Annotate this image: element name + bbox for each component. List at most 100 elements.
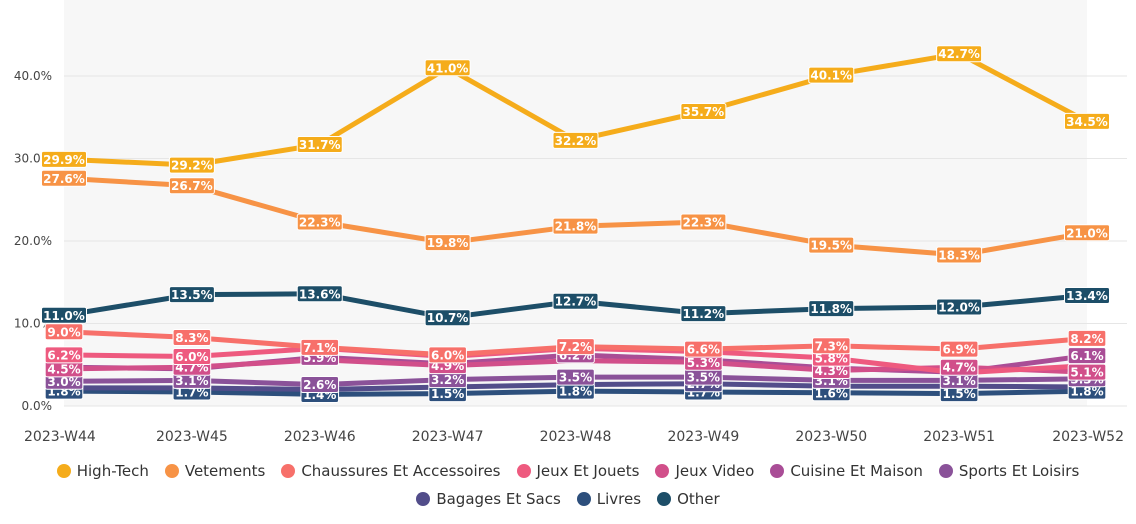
data-label: 3.5% <box>556 368 595 386</box>
data-label-text: 12.7% <box>555 295 597 309</box>
data-label-box <box>811 337 851 355</box>
x-axis-ticks: 2023-W44 2023-W45 2023-W46 2023-W47 2023-W48… <box>24 429 1124 445</box>
data-label-box <box>680 305 727 323</box>
data-label: 8.2% <box>1067 329 1107 347</box>
x-tick-label: 2023-W46 <box>284 429 356 445</box>
data-label-text: 1.8% <box>1070 385 1103 399</box>
data-label-box <box>296 285 343 303</box>
data-label-text: 7.3% <box>815 339 848 353</box>
data-label-box <box>172 329 212 347</box>
data-label: 6.6% <box>684 340 723 358</box>
legend-swatch <box>576 492 591 506</box>
data-label-box <box>936 246 983 264</box>
data-label: 3.1% <box>172 371 212 389</box>
data-label-box <box>680 102 727 120</box>
legend-label: Livres <box>596 490 642 508</box>
data-label-text: 22.3% <box>299 216 341 230</box>
legend-item[interactable]: Vetements <box>164 462 265 480</box>
data-label-text: 27.6% <box>43 172 85 186</box>
data-label-box <box>939 358 979 376</box>
data-label-text: 3.1% <box>175 374 208 388</box>
data-label-text: 34.5% <box>1066 115 1108 129</box>
legend-item[interactable]: Bagages Et Sacs <box>416 490 561 508</box>
data-label-box <box>680 213 727 231</box>
legend-swatch <box>938 464 953 478</box>
legend-label: Jeux Video <box>675 462 755 480</box>
data-label-text: 13.5% <box>171 288 213 302</box>
data-label-text: 6.9% <box>942 343 975 357</box>
data-label: 8.3% <box>172 329 212 347</box>
data-label-text: 18.3% <box>938 249 980 263</box>
data-label-text: 3.1% <box>942 374 975 388</box>
data-label: 12.0% <box>936 298 983 316</box>
data-label: 29.2% <box>168 156 215 174</box>
data-label: 26.7% <box>168 177 215 195</box>
data-label-text: 40.1% <box>810 69 852 83</box>
legend-item[interactable]: High-Tech <box>56 462 149 480</box>
x-tick-label: 2023-W49 <box>667 429 739 445</box>
data-label-box <box>424 59 471 77</box>
legend-item[interactable]: Cuisine Et Maison <box>770 462 923 480</box>
data-label-box <box>556 368 595 386</box>
data-label: 6.1% <box>1067 347 1107 365</box>
data-label: 13.6% <box>296 285 343 303</box>
data-label: 7.1% <box>300 338 340 356</box>
data-label: 13.4% <box>1064 286 1110 304</box>
legend-item[interactable]: Livres <box>576 490 642 508</box>
data-label-text: 4.7% <box>942 361 975 375</box>
data-label-text: 19.5% <box>810 239 852 253</box>
data-label-text: 9.0% <box>47 325 80 339</box>
data-label-text: 22.3% <box>683 216 725 230</box>
data-label: 7.2% <box>556 338 595 356</box>
data-label-text: 8.2% <box>1070 332 1103 346</box>
data-label: 10.7% <box>424 309 471 327</box>
data-label-text: 5.3% <box>687 356 720 370</box>
data-label-text: 35.7% <box>683 105 725 119</box>
legend-swatch <box>164 464 179 478</box>
legend-item[interactable]: Jeux Et Jouets <box>516 462 639 480</box>
x-tick-label: 2023-W50 <box>795 429 867 445</box>
y-tick-label: 40.0% <box>14 69 52 83</box>
data-label-text: 6.0% <box>431 348 464 362</box>
legend-label: Other <box>677 490 720 508</box>
data-label-box <box>424 234 471 252</box>
legend-item[interactable]: Jeux Video <box>655 462 754 480</box>
data-label-text: 13.4% <box>1066 289 1108 303</box>
data-label-text: 13.6% <box>299 287 341 301</box>
data-label-text: 6.2% <box>47 348 80 362</box>
data-label-text: 1.5% <box>942 387 975 401</box>
data-label-box <box>41 150 87 168</box>
data-label-text: 19.8% <box>427 236 469 250</box>
data-label: 19.5% <box>808 236 855 254</box>
data-label: 19.8% <box>424 234 471 252</box>
data-label-box <box>300 338 340 356</box>
data-label: 42.7% <box>936 45 983 63</box>
data-label: 1.5% <box>939 385 979 403</box>
data-label: 7.3% <box>811 337 851 355</box>
data-label: 2.6% <box>300 376 340 394</box>
data-label-box <box>168 177 215 195</box>
data-label-box <box>41 169 87 187</box>
data-label-text: 11.8% <box>810 302 852 316</box>
data-label-box <box>808 236 855 254</box>
data-label-text: 26.7% <box>171 179 213 193</box>
legend-label: Cuisine Et Maison <box>790 462 923 480</box>
data-label-text: 5.1% <box>1070 366 1103 380</box>
data-label-text: 31.7% <box>299 138 341 152</box>
legend-item[interactable]: Sports Et Loisirs <box>938 462 1080 480</box>
legend-label: Sports Et Loisirs <box>958 462 1080 480</box>
data-label-box <box>168 286 215 304</box>
data-label: 34.5% <box>1064 112 1110 130</box>
data-label: 13.5% <box>168 286 215 304</box>
data-label: 1.5% <box>428 385 467 403</box>
data-label-box <box>300 376 340 394</box>
x-tick-label: 2023-W45 <box>156 429 228 445</box>
legend-item[interactable]: Chaussures Et Accessoires <box>281 462 501 480</box>
data-label-box <box>296 135 343 153</box>
data-label-text: 3.5% <box>559 371 592 385</box>
data-label-text: 6.6% <box>687 343 720 357</box>
data-label-text: 3.2% <box>431 373 464 387</box>
legend-swatch <box>655 464 670 478</box>
legend-item[interactable]: Other <box>657 490 720 508</box>
